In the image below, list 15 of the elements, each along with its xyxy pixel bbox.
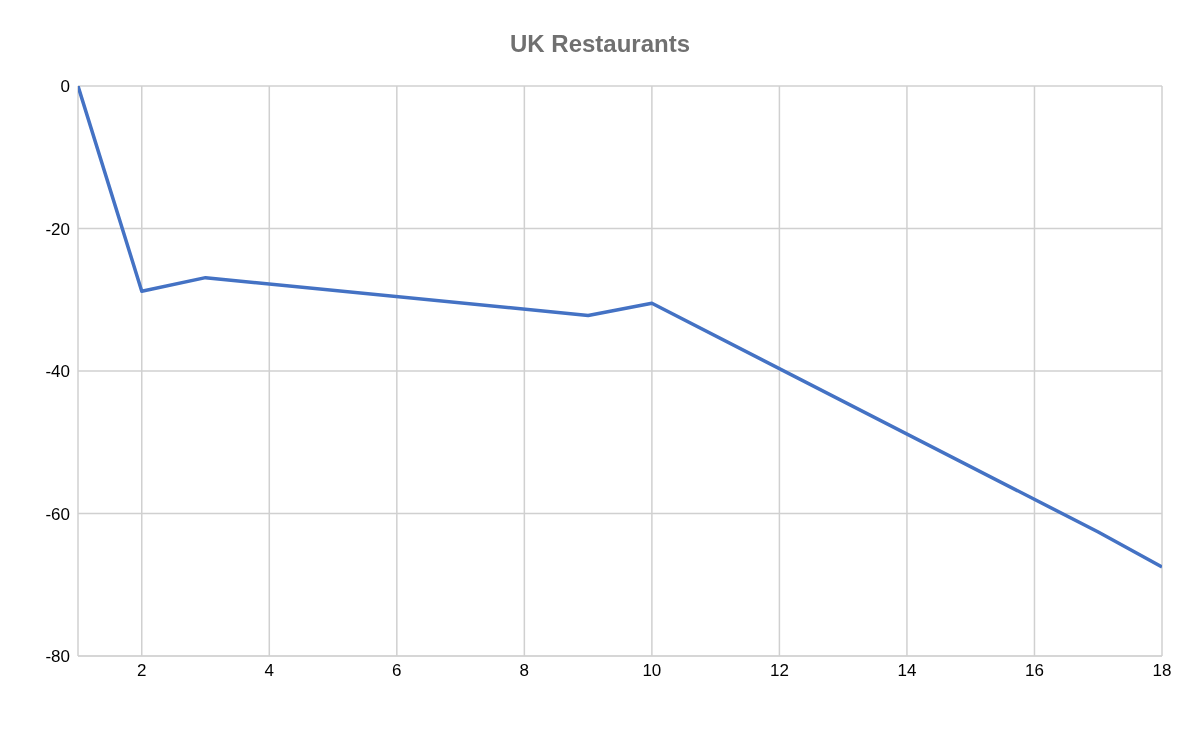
y-tick-label: -60 bbox=[45, 504, 70, 524]
x-tick-label: 14 bbox=[897, 661, 917, 681]
x-tick-label: 6 bbox=[392, 661, 402, 681]
x-tick-label: 4 bbox=[264, 661, 275, 681]
x-tick-label: 12 bbox=[769, 661, 789, 681]
y-tick-label: -80 bbox=[45, 647, 70, 667]
x-tick-label: 2 bbox=[137, 661, 147, 681]
chart-title: UK Restaurants bbox=[508, 30, 691, 58]
y-tick-label: -40 bbox=[45, 362, 70, 382]
y-tick-label: 0 bbox=[60, 77, 70, 97]
x-tick-label: 16 bbox=[1025, 661, 1044, 681]
y-tick-label: -20 bbox=[45, 219, 70, 239]
x-tick-label: 10 bbox=[642, 661, 662, 681]
x-tick-label: 18 bbox=[1152, 661, 1172, 681]
x-tick-label: 8 bbox=[519, 661, 530, 681]
